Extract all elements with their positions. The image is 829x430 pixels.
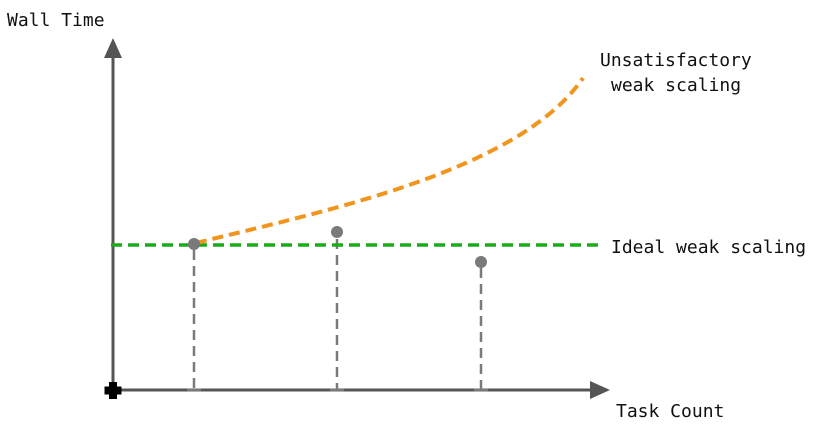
unsatisfactory-label-line1: Unsatisfactory [600, 50, 752, 71]
data-point-1 [188, 238, 200, 250]
data-points [188, 226, 487, 268]
x-axis-label: Task Count [616, 401, 724, 422]
y-axis-arrowhead [104, 38, 122, 58]
x-axis-arrowhead [590, 381, 610, 399]
drop-lines [187, 239, 488, 392]
axes [104, 38, 610, 399]
y-axis-label: Wall Time [7, 10, 105, 31]
ideal-scaling-label: Ideal weak scaling [611, 237, 806, 258]
plus-icon [104, 382, 122, 399]
unsatisfactory-scaling-curve [195, 76, 585, 245]
unsatisfactory-label-line2: weak scaling [611, 75, 741, 96]
data-point-3 [475, 256, 487, 268]
data-point-2 [331, 226, 343, 238]
